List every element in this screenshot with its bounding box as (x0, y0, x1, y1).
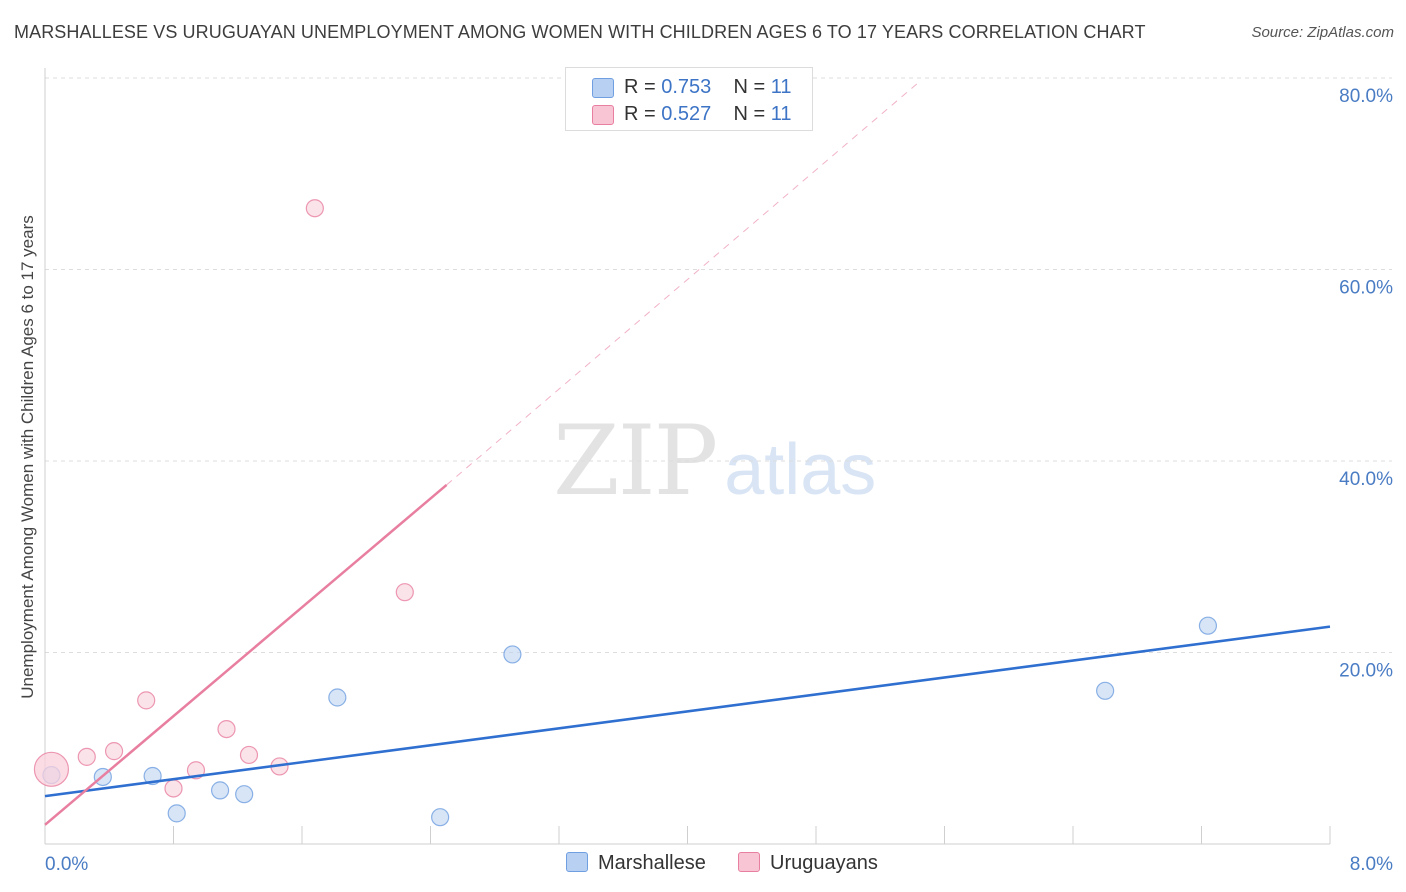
y-tick-label: 60.0% (1339, 278, 1393, 299)
x-tick-label: 8.0% (1350, 854, 1393, 875)
bottom-legend-swatch-uruguayans (738, 852, 760, 872)
bottom-legend-label-marshallese: Marshallese (598, 852, 706, 874)
bottom-legend-marshallese: Marshallese (566, 852, 706, 875)
chart-title: MARSHALLESE VS URUGUAYAN UNEMPLOYMENT AM… (14, 22, 1146, 42)
y-tick-label: 40.0% (1339, 469, 1393, 490)
y-tick-label: 80.0% (1339, 86, 1393, 107)
uruguayans-point (164, 779, 183, 798)
marshallese-point (1198, 616, 1218, 635)
legend-n-value: 11 (770, 103, 792, 125)
uruguayans-point (217, 719, 236, 739)
uruguayans-point (239, 745, 259, 765)
bottom-legend-swatch-marshallese (566, 852, 588, 872)
uruguayans-point (305, 199, 324, 218)
marshallese-point (503, 645, 522, 664)
marshallese-point (328, 688, 347, 707)
legend-n-label: N = (733, 76, 771, 98)
marshallese-point (1096, 681, 1115, 700)
uruguayans-trendline-extension (446, 80, 921, 486)
uruguayans-point (395, 583, 414, 602)
y-tick-label: 20.0% (1339, 661, 1393, 682)
legend-r-value: 0.527 (661, 103, 712, 125)
legend-n-value: 11 (770, 76, 792, 98)
marshallese-point (210, 781, 230, 800)
uruguayans-trendline (44, 483, 448, 826)
uruguayans-point (104, 742, 124, 761)
uruguayans-point (77, 747, 96, 766)
legend-r-label: R = (624, 103, 662, 125)
legend-n-label: N = (733, 103, 771, 125)
marshallese-point (167, 804, 186, 823)
legend-r-value: 0.753 (661, 76, 712, 98)
correlation-legend: R = 0.753 N = 11 R = 0.527 N = 11 (565, 67, 813, 131)
legend-swatch-marshallese (592, 78, 614, 98)
marshallese-point (431, 808, 450, 827)
marshallese-point (235, 785, 254, 804)
bottom-legend-label-uruguayans: Uruguayans (770, 852, 878, 874)
bottom-legend-uruguayans: Uruguayans (738, 852, 878, 875)
uruguayans-point (33, 751, 70, 787)
legend-swatch-uruguayans (592, 105, 614, 125)
source-label: Source: ZipAtlas.com (1251, 24, 1394, 41)
uruguayans-point (137, 691, 156, 710)
legend-r-label: R = (624, 76, 662, 98)
x-tick-label: 0.0% (45, 854, 88, 875)
zipatlas-watermark: ZIP atlas (553, 405, 877, 517)
marshallese-trendline (44, 625, 1331, 798)
